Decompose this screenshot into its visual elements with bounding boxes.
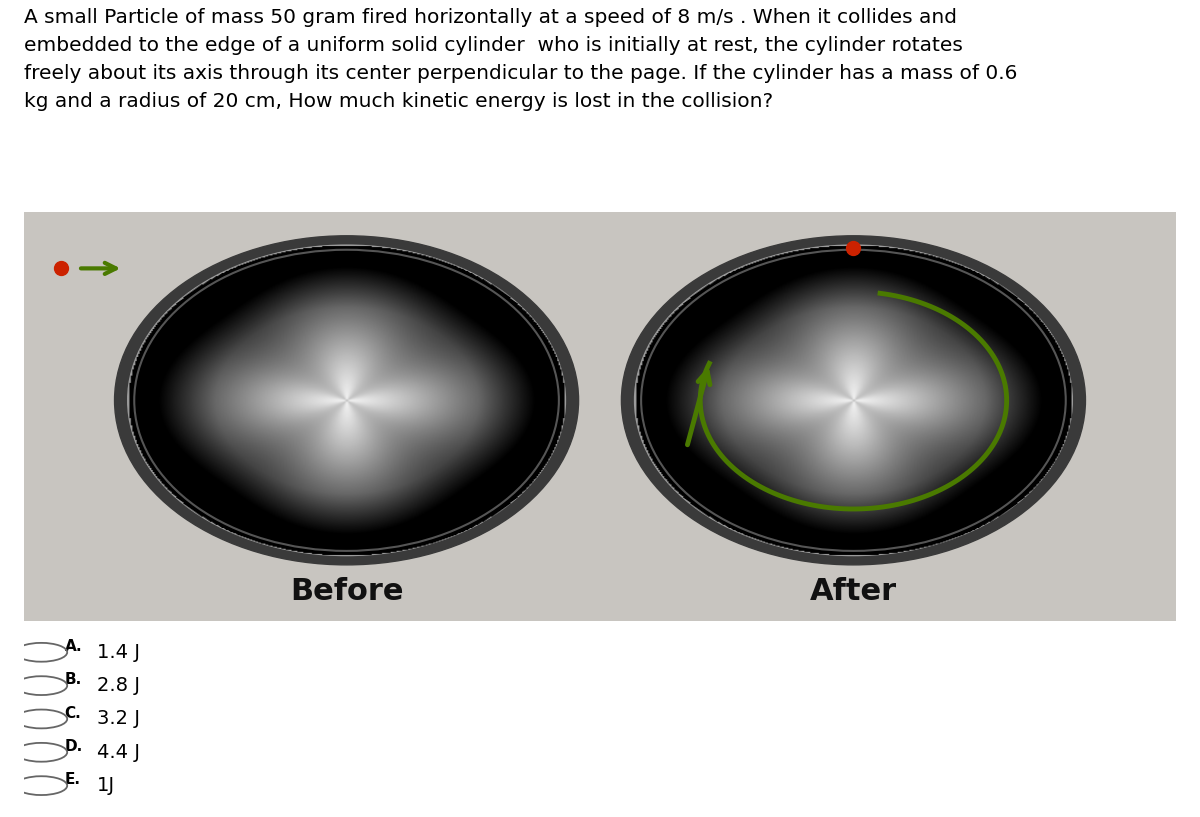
Circle shape: [622, 236, 1086, 565]
Text: 1.4 J: 1.4 J: [97, 643, 140, 662]
Text: D.: D.: [65, 739, 83, 754]
Text: A.: A.: [65, 639, 82, 654]
Text: After: After: [810, 578, 898, 606]
Text: 3.2 J: 3.2 J: [97, 709, 140, 729]
Text: Before: Before: [290, 578, 403, 606]
Text: B.: B.: [65, 672, 82, 687]
Text: E.: E.: [65, 772, 80, 788]
Circle shape: [127, 245, 565, 556]
Circle shape: [114, 236, 578, 565]
Text: 2.8 J: 2.8 J: [97, 676, 140, 695]
Text: 1J: 1J: [97, 776, 115, 795]
Text: A small Particle of mass 50 gram fired horizontally at a speed of 8 m/s . When i: A small Particle of mass 50 gram fired h…: [24, 8, 1018, 111]
Text: C.: C.: [65, 706, 82, 721]
Circle shape: [635, 245, 1073, 556]
Text: 4.4 J: 4.4 J: [97, 743, 140, 761]
